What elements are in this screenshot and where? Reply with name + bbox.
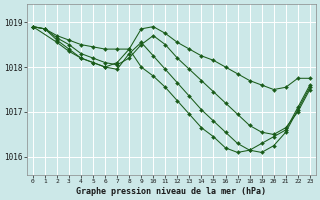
X-axis label: Graphe pression niveau de la mer (hPa): Graphe pression niveau de la mer (hPa)	[76, 187, 266, 196]
